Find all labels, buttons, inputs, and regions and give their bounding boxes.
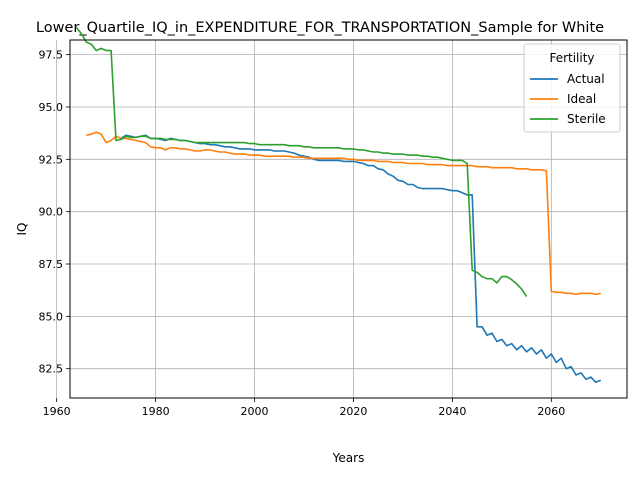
y-tick-label: 95.0 — [39, 101, 64, 114]
x-tick-label: 2000 — [241, 405, 269, 418]
y-tick-label: 90.0 — [39, 206, 64, 219]
y-tick-label: 82.5 — [39, 363, 64, 376]
x-tick-label: 2020 — [339, 405, 367, 418]
x-tick-label: 2060 — [537, 405, 565, 418]
plot-frame — [69, 39, 628, 399]
legend-box — [523, 43, 621, 133]
x-axis-label: Years — [332, 451, 365, 465]
legend-label-sterile: Sterile — [567, 112, 606, 126]
chart-title: Lower_Quartile_IQ_in_EXPENDITURE_FOR_TRA… — [36, 20, 604, 36]
y-tick-label: 85.0 — [39, 310, 64, 323]
series-line-sterile — [75, 26, 528, 297]
series-line-ideal — [86, 131, 601, 296]
legend: Fertility Actual Ideal Sterile — [523, 43, 621, 133]
y-tick-label: 92.5 — [39, 153, 64, 166]
legend-title: Fertility — [549, 51, 594, 65]
x-tick-label: 2040 — [438, 405, 466, 418]
x-tick-label: 1960 — [43, 405, 71, 418]
legend-label-actual: Actual — [567, 72, 605, 86]
axis-ticks: 1960 1980 2000 2020 2040 2060 82.5 85.0 87.5 90.0… — [39, 49, 566, 418]
y-tick-label: 87.5 — [39, 258, 64, 271]
legend-label-ideal: Ideal — [567, 92, 596, 106]
x-tick-label: 1980 — [142, 405, 170, 418]
legend-entries: Actual Ideal Sterile — [530, 72, 606, 126]
y-tick-label: 97.5 — [39, 49, 64, 62]
series-line-actual — [120, 134, 602, 384]
series-lines — [75, 26, 602, 384]
y-axis-label: IQ — [15, 223, 29, 236]
